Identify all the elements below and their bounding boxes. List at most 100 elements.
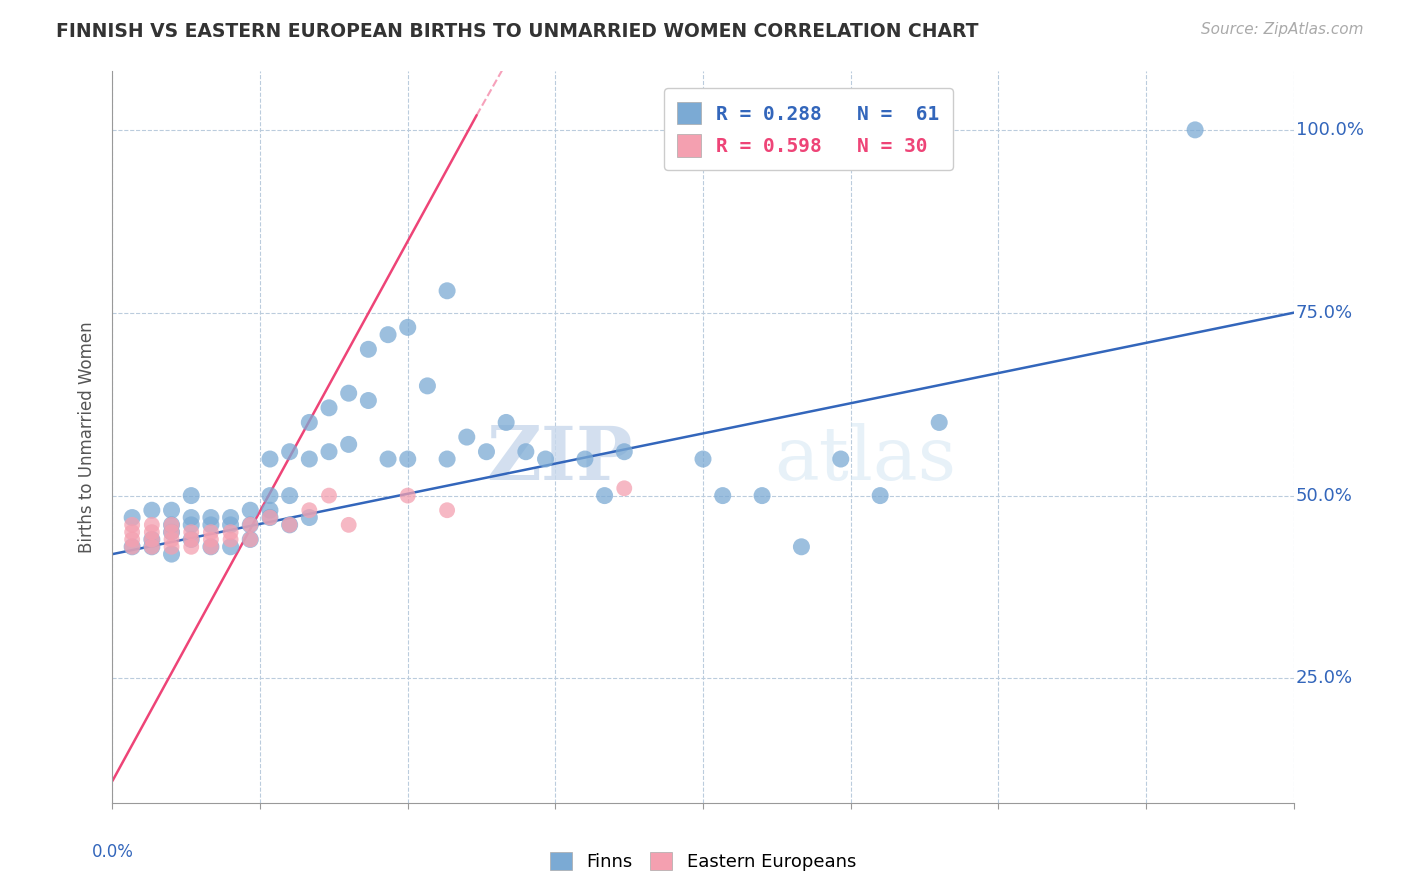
Text: 25.0%: 25.0% — [1296, 670, 1353, 688]
Point — [790, 540, 813, 554]
Point — [121, 517, 143, 532]
Point — [121, 540, 143, 554]
Point — [337, 437, 360, 451]
Text: 0.0%: 0.0% — [91, 843, 134, 861]
Point — [357, 343, 380, 357]
Point — [180, 533, 202, 547]
Point — [160, 517, 183, 532]
Legend: R = 0.288   N =  61, R = 0.598   N = 30: R = 0.288 N = 61, R = 0.598 N = 30 — [664, 88, 953, 170]
Point — [239, 503, 262, 517]
Text: FINNISH VS EASTERN EUROPEAN BIRTHS TO UNMARRIED WOMEN CORRELATION CHART: FINNISH VS EASTERN EUROPEAN BIRTHS TO UN… — [56, 22, 979, 41]
Point — [456, 430, 478, 444]
Point — [239, 533, 262, 547]
Point — [259, 510, 281, 524]
Point — [200, 533, 222, 547]
Point — [574, 452, 596, 467]
Point — [259, 489, 281, 503]
Point — [357, 393, 380, 408]
Point — [141, 525, 163, 540]
Point — [928, 416, 950, 430]
Point — [160, 540, 183, 554]
Point — [200, 540, 222, 554]
Point — [200, 525, 222, 540]
Text: Source: ZipAtlas.com: Source: ZipAtlas.com — [1201, 22, 1364, 37]
Point — [141, 540, 163, 554]
Point — [141, 517, 163, 532]
Point — [141, 533, 163, 547]
Point — [180, 533, 202, 547]
Point — [160, 547, 183, 561]
Point — [219, 517, 242, 532]
Point — [141, 540, 163, 554]
Point — [219, 533, 242, 547]
Point — [436, 284, 458, 298]
Point — [160, 525, 183, 540]
Point — [239, 533, 262, 547]
Point — [180, 525, 202, 540]
Point — [259, 452, 281, 467]
Point — [278, 517, 301, 532]
Point — [239, 517, 262, 532]
Point — [436, 503, 458, 517]
Point — [121, 510, 143, 524]
Text: ZIP: ZIP — [485, 423, 633, 496]
Point — [180, 540, 202, 554]
Legend: Finns, Eastern Europeans: Finns, Eastern Europeans — [543, 845, 863, 879]
Point — [534, 452, 557, 467]
Y-axis label: Births to Unmarried Women: Births to Unmarried Women — [77, 321, 96, 553]
Point — [200, 540, 222, 554]
Text: 75.0%: 75.0% — [1296, 304, 1353, 322]
Point — [751, 489, 773, 503]
Point — [160, 533, 183, 547]
Point — [141, 503, 163, 517]
Text: 50.0%: 50.0% — [1296, 487, 1353, 505]
Point — [613, 481, 636, 495]
Point — [160, 503, 183, 517]
Point — [278, 444, 301, 458]
Point — [121, 525, 143, 540]
Point — [180, 489, 202, 503]
Point — [475, 444, 498, 458]
Point — [711, 489, 734, 503]
Point — [219, 510, 242, 524]
Point — [337, 386, 360, 401]
Point — [298, 416, 321, 430]
Point — [593, 489, 616, 503]
Point — [495, 416, 517, 430]
Point — [613, 444, 636, 458]
Point — [219, 540, 242, 554]
Point — [1184, 123, 1206, 137]
Point — [377, 452, 399, 467]
Point — [259, 503, 281, 517]
Point — [180, 517, 202, 532]
Point — [692, 452, 714, 467]
Point — [200, 510, 222, 524]
Point — [219, 525, 242, 540]
Point — [121, 540, 143, 554]
Point — [416, 379, 439, 393]
Point — [278, 489, 301, 503]
Point — [160, 525, 183, 540]
Point — [318, 489, 340, 503]
Point — [278, 517, 301, 532]
Point — [160, 517, 183, 532]
Point — [830, 452, 852, 467]
Point — [180, 510, 202, 524]
Point — [298, 503, 321, 517]
Point — [259, 510, 281, 524]
Text: atlas: atlas — [773, 423, 956, 496]
Point — [337, 517, 360, 532]
Point — [318, 444, 340, 458]
Point — [121, 533, 143, 547]
Point — [396, 320, 419, 334]
Point — [515, 444, 537, 458]
Text: 100.0%: 100.0% — [1296, 121, 1364, 139]
Point — [141, 533, 163, 547]
Point — [377, 327, 399, 342]
Point — [298, 510, 321, 524]
Point — [239, 517, 262, 532]
Point — [200, 517, 222, 532]
Point — [298, 452, 321, 467]
Point — [869, 489, 891, 503]
Point — [396, 489, 419, 503]
